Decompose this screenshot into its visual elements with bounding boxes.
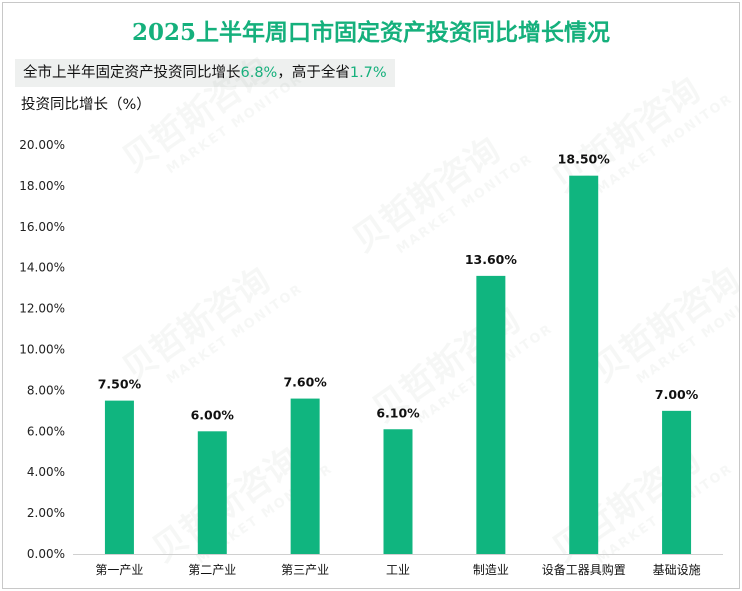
x-tick-label: 设备工器具购置	[542, 562, 626, 577]
x-tick-label: 第一产业	[95, 563, 143, 577]
x-tick-label: 制造业	[473, 563, 509, 577]
x-tick-label: 基础设施	[653, 563, 701, 577]
y-axis-title: 投资同比增长（%）	[21, 97, 151, 113]
x-tick-label: 工业	[386, 563, 410, 577]
y-tick-label: 10.00%	[19, 343, 65, 357]
bar	[476, 275, 506, 554]
y-axis-ticks: 0.00% 2.00% 4.00% 6.00% 8.00% 10.00% 12.00% 14.…	[19, 138, 65, 561]
summary-note: 全市上半年固定资产投资同比增长6.8%，高于全省1.7%	[15, 59, 395, 87]
data-label: 7.60%	[283, 375, 327, 390]
bar	[662, 410, 692, 554]
bar	[197, 431, 227, 554]
data-label: 6.00%	[191, 407, 235, 422]
data-label: 6.10%	[376, 405, 420, 420]
data-label: 7.00%	[655, 387, 699, 402]
chart-title: 2025上半年周口市固定资产投资同比增长情况	[131, 19, 610, 46]
y-tick-label: 4.00%	[27, 465, 65, 479]
bar	[104, 400, 134, 554]
y-tick-label: 0.00%	[27, 547, 65, 561]
bar	[569, 175, 599, 555]
data-label: 7.50%	[98, 377, 142, 392]
bars-group: 7.50% 6.00% 7.60% 6.10% 13.60% 18.50% 7.00%	[98, 152, 699, 555]
y-tick-label: 18.00%	[19, 179, 65, 193]
y-tick-label: 12.00%	[19, 302, 65, 316]
bar	[290, 398, 320, 554]
y-tick-label: 8.00%	[27, 383, 65, 397]
x-tick-label: 第三产业	[281, 563, 329, 577]
y-tick-label: 6.00%	[27, 424, 65, 438]
y-tick-label: 2.00%	[27, 506, 65, 520]
note-middle: ，高于全省	[277, 65, 350, 81]
y-tick-label: 20.00%	[19, 138, 65, 152]
x-tick-label: 第二产业	[188, 563, 236, 577]
y-tick-label: 14.00%	[19, 261, 65, 275]
bar	[383, 429, 413, 554]
data-label: 13.60%	[465, 252, 518, 267]
note-value-city: 6.8%	[240, 65, 278, 81]
note-prefix: 全市上半年固定资产投资同比增长	[23, 65, 241, 81]
x-axis-ticks: 第一产业 第二产业 第三产业 工业 制造业 设备工器具购置 基础设施	[95, 562, 700, 577]
note-value-province: 1.7%	[349, 65, 387, 81]
y-tick-label: 16.00%	[19, 220, 65, 234]
data-label: 18.50%	[558, 152, 611, 167]
